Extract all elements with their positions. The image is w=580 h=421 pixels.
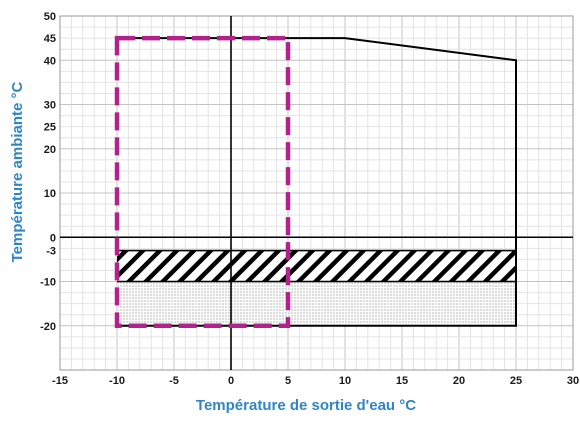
- x-tick-label: -15: [52, 375, 68, 387]
- y-tick-label: -20: [40, 321, 56, 333]
- fill-regions: [117, 249, 516, 326]
- x-tick-label: 25: [510, 375, 522, 387]
- hatched-zone: [117, 250, 516, 282]
- x-tick-label: 10: [339, 375, 351, 387]
- dotted-zone: [117, 281, 516, 326]
- x-tick-label: 20: [453, 375, 465, 387]
- tick-labels: -15 -10 -5 0 5 10 15 20 25 30 -20 -10 -3 0 10 20 25 30 40 4…: [40, 11, 579, 387]
- x-tick-label: 15: [396, 375, 408, 387]
- y-tick-label: -3: [46, 246, 56, 258]
- y-tick-label: 40: [44, 55, 56, 67]
- x-tick-label: -10: [109, 375, 125, 387]
- x-axis-title: Température de sortie d'eau °C: [196, 397, 416, 414]
- series-lines: [114, 35, 517, 328]
- y-tick-label: 0: [50, 232, 56, 244]
- zero-axes: [60, 16, 573, 370]
- y-tick-label: 20: [44, 144, 56, 156]
- x-tick-label: 0: [228, 375, 234, 387]
- x-tick-label: -5: [169, 375, 179, 387]
- dashed-region-outline: [114, 35, 291, 328]
- y-tick-label: 30: [44, 100, 56, 112]
- x-tick-label: 30: [567, 375, 579, 387]
- y-tick-label: -10: [40, 277, 56, 289]
- y-tick-label: 45: [44, 33, 56, 45]
- y-axis-title: Température ambiante °C: [9, 81, 26, 262]
- y-tick-label: 25: [44, 122, 56, 134]
- x-tick-label: 5: [285, 375, 291, 387]
- plot-frame: [59, 15, 574, 371]
- y-tick-label: 50: [44, 11, 56, 23]
- y-tick-label: 10: [44, 188, 56, 200]
